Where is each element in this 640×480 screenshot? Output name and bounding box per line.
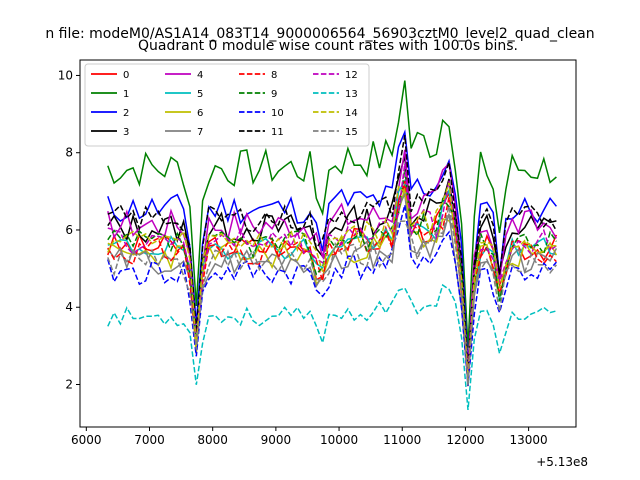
x-axis-offset-label: +5.13e8 [536,455,588,469]
series-line-14 [107,182,557,381]
y-tick-label: 6 [65,223,73,237]
chart-title: Quadrant 0 module wise count rates with … [138,38,518,54]
figure-suptitle: n file: modeM0/AS1A14_083T14_9000006564_… [45,26,594,42]
series-line-8 [107,180,557,387]
series-line-7 [107,191,558,384]
legend-label-9: 9 [271,89,277,100]
series-line-9 [107,169,558,383]
x-tick-label: 8000 [197,433,228,447]
legend-label-11: 11 [271,127,284,138]
x-tick-label: 7000 [134,433,165,447]
legend-label-3: 3 [123,127,129,138]
legend-label-12: 12 [345,70,358,81]
legend-label-6: 6 [197,108,203,119]
axes-frame [79,59,577,428]
legend-label-2: 2 [123,108,129,119]
legend-label-0: 0 [123,70,129,81]
series-line-2 [107,129,557,367]
legend-label-7: 7 [197,127,203,138]
y-tick-label: 8 [65,146,73,160]
legend-label-4: 4 [197,70,203,81]
x-axis-ticks: 6000 7000 8000 9000 10000 11000 12000 13000 [71,427,548,447]
series-line-15 [107,205,557,386]
x-tick-label: 13000 [510,433,548,447]
legend-label-8: 8 [271,70,277,81]
plot-lines [107,80,558,410]
legend-label-1: 1 [123,89,129,100]
legend-label-14: 14 [345,108,358,119]
legend-label-10: 10 [271,108,284,119]
y-tick-label: 10 [58,68,73,82]
legend-box [84,63,370,147]
legend-label-5: 5 [197,89,203,100]
series-line-13 [107,283,557,410]
series-line-12 [107,163,557,374]
series-line-3 [107,155,557,370]
series-line-11 [107,135,558,372]
y-axis-ticks: 2 4 6 8 10 [58,68,80,392]
series-line-10 [107,204,557,386]
series-line-1 [107,80,557,348]
y-tick-label: 4 [65,300,73,314]
x-tick-label: 6000 [71,433,102,447]
y-tick-label: 2 [65,378,73,392]
legend-label-15: 15 [345,127,358,138]
x-tick-label: 10000 [320,433,358,447]
legend-label-13: 13 [345,89,358,100]
x-tick-label: 9000 [261,433,292,447]
x-tick-label: 11000 [383,433,421,447]
x-tick-label: 12000 [446,433,484,447]
